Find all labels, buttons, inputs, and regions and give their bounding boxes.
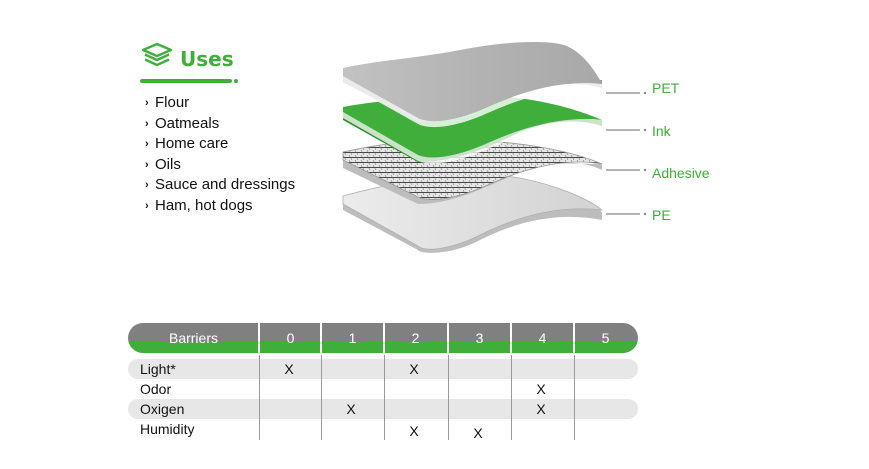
column-divider <box>511 355 512 440</box>
header-column-1: 1 <box>348 330 357 346</box>
leader-lines <box>606 92 640 215</box>
table-mark: X <box>536 401 546 417</box>
table-mark: X <box>536 381 546 397</box>
uses-item-label: Flour <box>155 94 190 111</box>
layer-label-pet: PET <box>652 80 680 96</box>
uses-item-label: Oatmeals <box>155 114 220 132</box>
uses-item-label: Sauce and dressings <box>155 176 296 194</box>
table-row-stripe <box>128 399 638 419</box>
uses-item-label: Ham, hot dogs <box>155 196 253 214</box>
chevron-right-icon: › <box>145 97 149 109</box>
stacked-layers-icon <box>140 42 174 75</box>
column-divider <box>448 355 449 440</box>
uses-title: Uses <box>180 46 234 71</box>
uses-list-item: › Sauce and dressings <box>145 175 340 196</box>
header-barriers: Barriers <box>168 330 218 346</box>
table-mark: X <box>473 425 483 441</box>
uses-list-item: › Ham, hot dogs <box>145 196 340 217</box>
column-divider <box>259 355 260 440</box>
header-column-2: 2 <box>411 330 420 346</box>
uses-list-item: › Oils <box>145 155 340 176</box>
chevron-right-icon: › <box>145 199 149 212</box>
header-separator <box>573 323 575 353</box>
row-label: Humidity <box>140 421 195 437</box>
uses-list: › Flour › Oatmeals › Home care › Oils › Sauce and… <box>145 93 340 217</box>
layer-label-pe: PE <box>652 207 671 223</box>
header-separator <box>510 323 512 353</box>
header-column-0: 0 <box>286 330 295 346</box>
chevron-right-icon: › <box>145 138 149 151</box>
chevron-right-icon: › <box>145 117 149 130</box>
table-mark: X <box>346 401 356 417</box>
chevron-right-icon: › <box>145 179 149 192</box>
uses-list-item: › Flour <box>145 93 340 114</box>
uses-section: Uses › Flour › Oatmeals › Home care › Oils › Sauc… <box>140 42 340 217</box>
header-column-4: 4 <box>538 330 547 346</box>
column-divider <box>384 355 385 440</box>
column-divider <box>321 355 322 440</box>
header-separator <box>320 323 322 353</box>
uses-heading: Uses <box>140 42 340 75</box>
column-divider <box>574 355 575 440</box>
table-row-stripe <box>128 359 638 379</box>
uses-item-label: Home care <box>155 135 229 153</box>
layer-pet <box>343 42 602 128</box>
uses-list-item: › Oatmeals <box>145 114 340 135</box>
row-label: Odor <box>140 381 172 397</box>
header-separator <box>447 323 449 353</box>
leader-dots <box>643 91 647 216</box>
layer-label-ink: Ink <box>652 123 671 139</box>
uses-underline <box>140 79 238 83</box>
row-label: Oxigen <box>140 401 185 417</box>
row-label: Light* <box>140 361 176 377</box>
table-header: Barriers 0 1 2 3 4 5 <box>128 323 638 353</box>
table-mark: X <box>409 423 419 439</box>
header-separator <box>258 323 260 353</box>
uses-list-item: › Home care <box>145 134 340 155</box>
table-mark: X <box>284 361 294 377</box>
header-column-5: 5 <box>601 330 610 346</box>
layer-label-adhesive: Adhesive <box>652 165 710 181</box>
table-mark: X <box>409 361 419 377</box>
uses-item-label: Oils <box>155 155 181 173</box>
header-column-3: 3 <box>475 330 484 346</box>
chevron-right-icon: › <box>145 158 149 171</box>
header-separator <box>383 323 385 353</box>
